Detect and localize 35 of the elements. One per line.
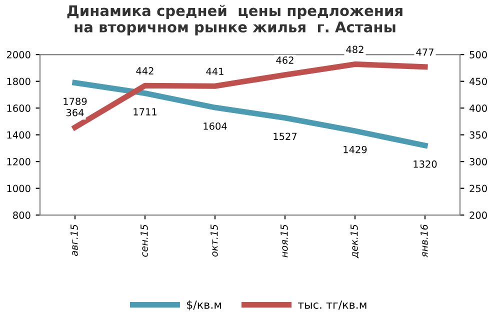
- data-label: 462: [276, 56, 294, 64]
- data-label: 364: [66, 108, 84, 116]
- chart-title: Динамика средней цены предложения на вторичном рынке жилья г. Астаны: [67, 4, 402, 36]
- x-tick-label: сен.15: [140, 224, 148, 257]
- y-tick-label: 1400: [7, 131, 30, 139]
- legend-label: тыс. тг/кв.м: [298, 300, 366, 310]
- y2-tick-label: 250: [470, 184, 487, 192]
- data-label: 441: [206, 68, 224, 75]
- y-tick-label: 1800: [7, 78, 30, 86]
- y2-tick-label: 300: [470, 158, 487, 166]
- y2-tick-label: 450: [470, 78, 487, 86]
- x-tick-label: окт.15: [210, 224, 218, 257]
- data-label: 1711: [134, 108, 156, 116]
- x-tick-label: янв.16: [420, 224, 428, 258]
- y-tick-label: 1200: [7, 158, 30, 166]
- y-tick-label: 2000: [6, 51, 30, 58]
- y-tick-label: 800: [13, 212, 30, 219]
- data-label: 477: [416, 48, 434, 56]
- x-tick-label: дек.15: [350, 224, 360, 258]
- x-tick-label: авг.15: [70, 224, 78, 256]
- y2-tick-label: 400: [470, 104, 487, 112]
- y2-tick-label: 200: [470, 212, 487, 219]
- data-label: 1527: [274, 132, 297, 140]
- y2-tick-label: 350: [470, 131, 487, 139]
- data-label: 482: [346, 46, 364, 54]
- y2-tick-label: 500: [470, 51, 487, 58]
- data-label: 442: [136, 67, 154, 74]
- legend-label: $/кв.м: [186, 300, 222, 310]
- y-tick-label: 1000: [7, 184, 30, 192]
- data-label: 1789: [64, 98, 87, 106]
- data-label: 1320: [414, 160, 437, 168]
- data-label: 1604: [204, 122, 227, 130]
- y-tick-label: 1600: [7, 104, 30, 112]
- x-tick-label: ноя.15: [280, 224, 288, 258]
- data-label: 1429: [344, 146, 367, 154]
